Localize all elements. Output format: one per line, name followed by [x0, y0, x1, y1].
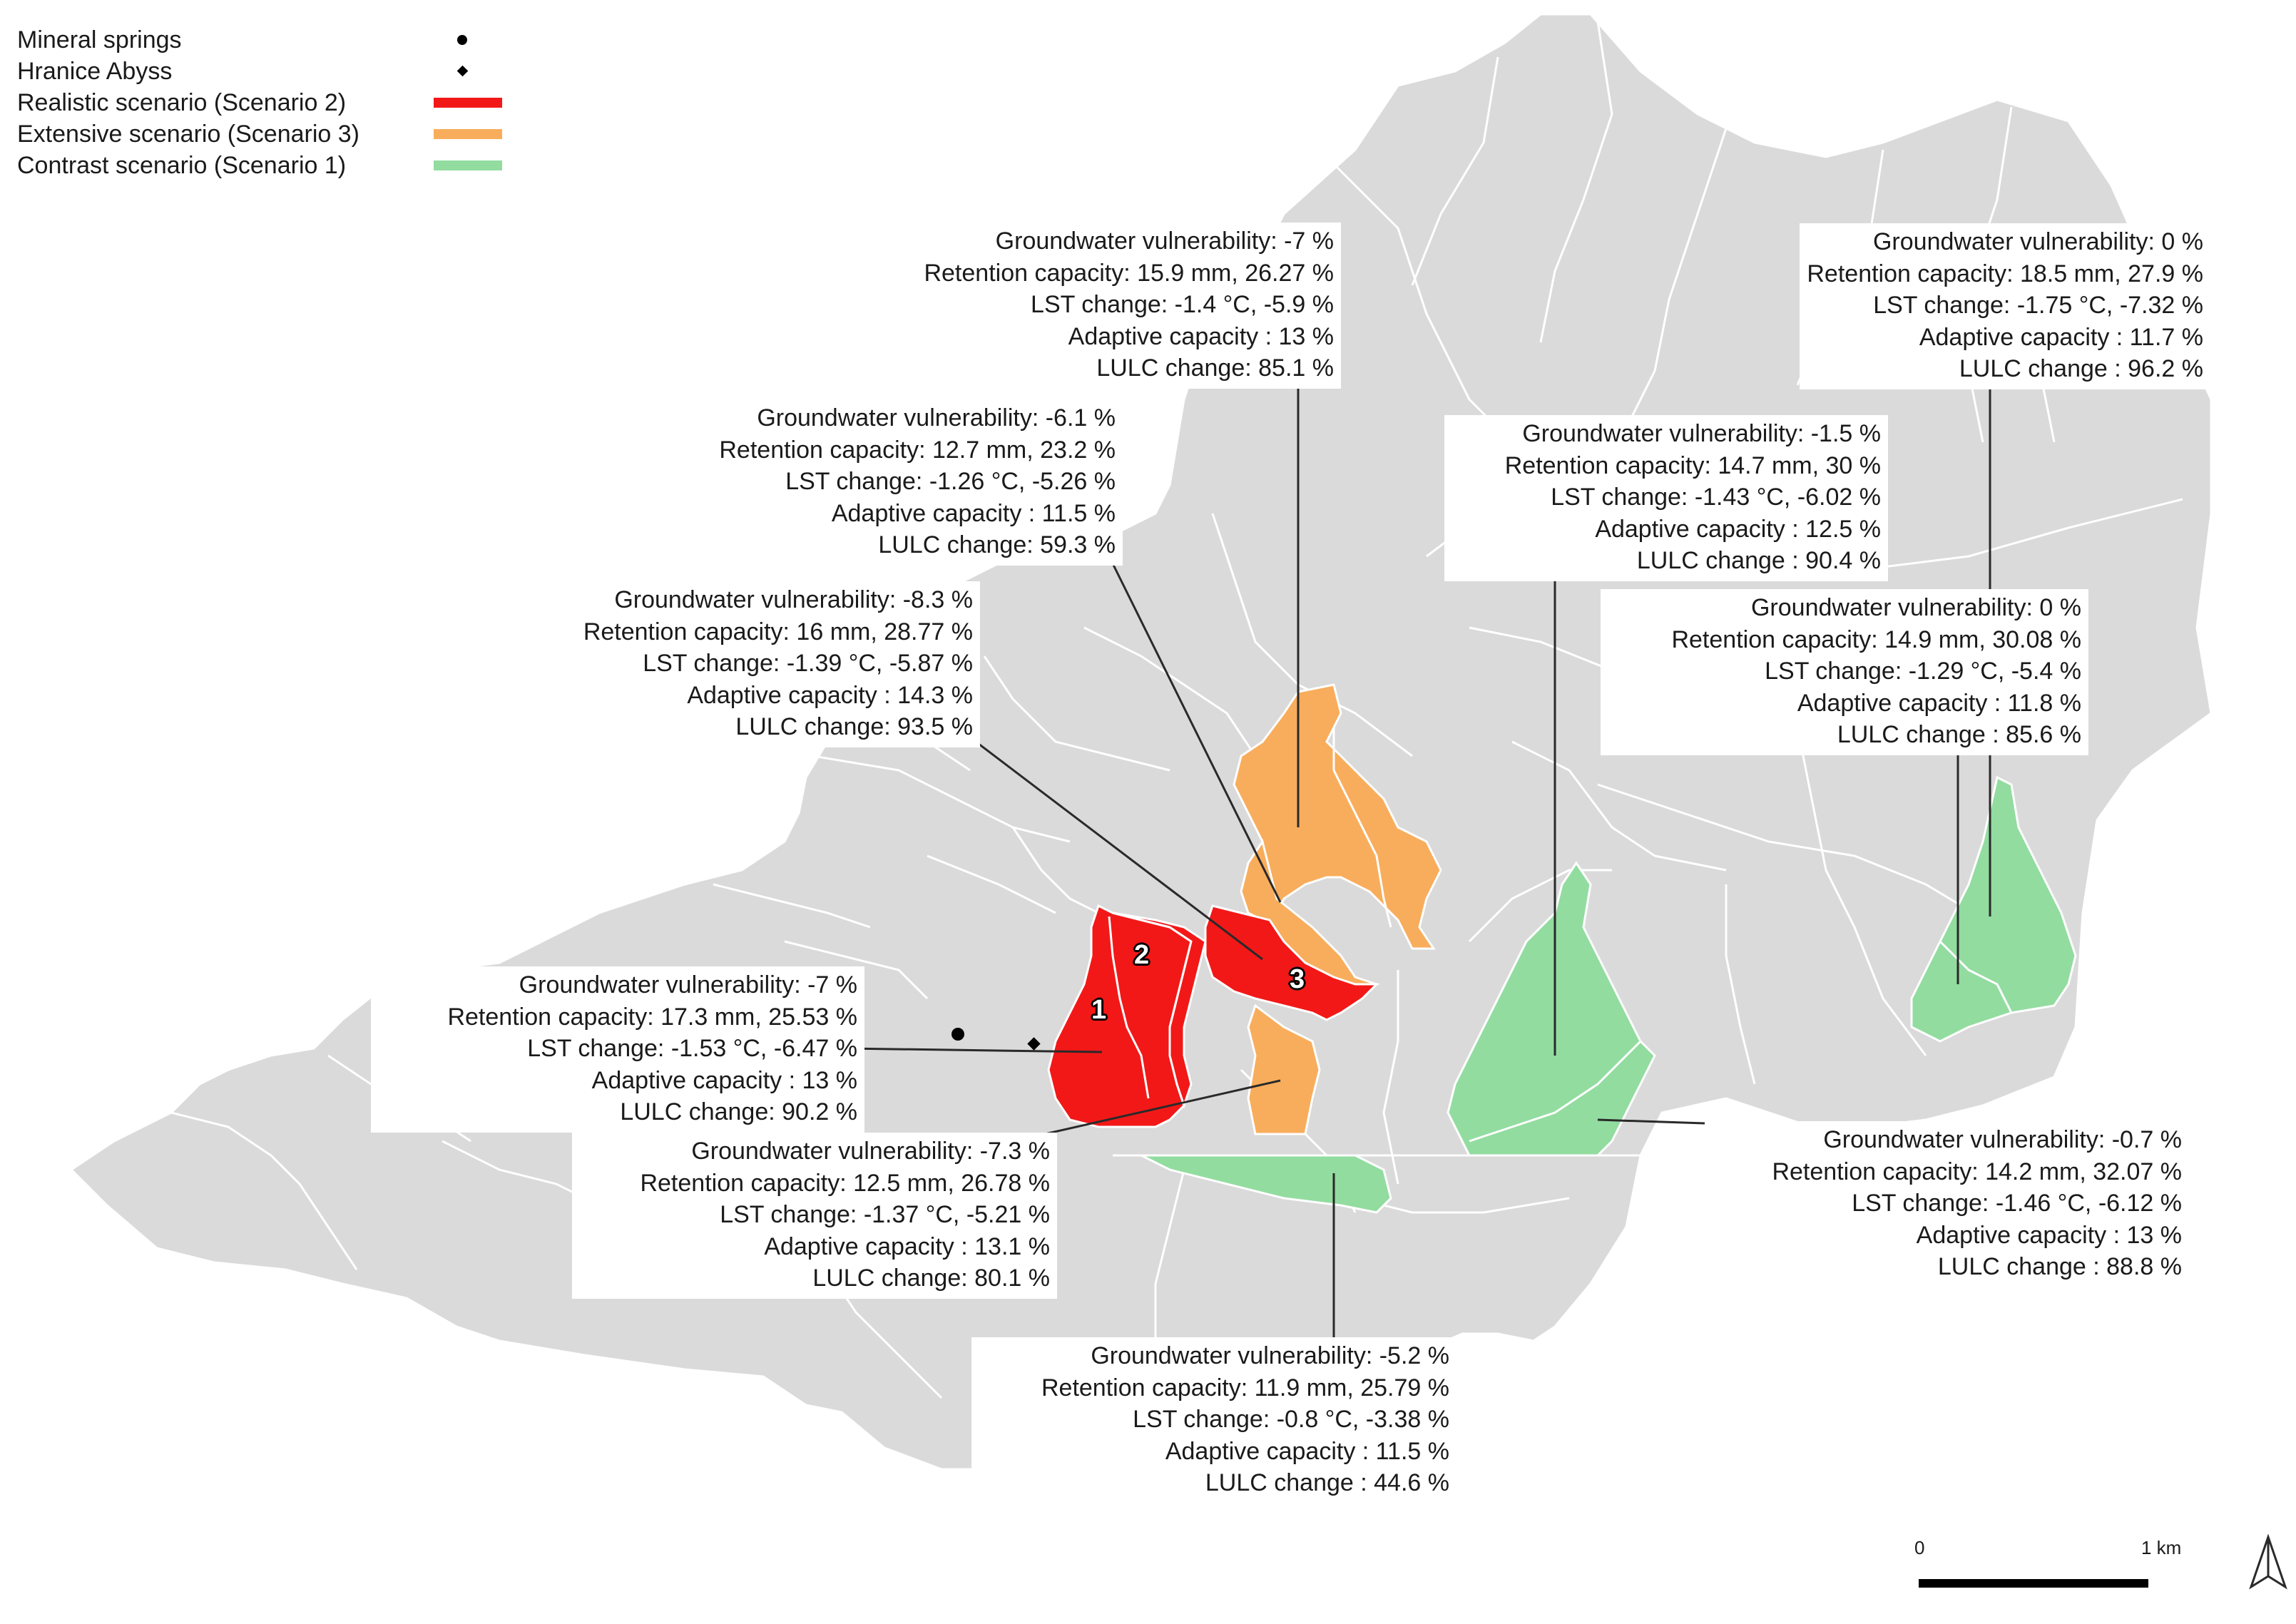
annotation-line: Groundwater vulnerability: -7.3 %: [691, 1138, 1050, 1165]
annotation-line: LST change: -1.43 °C, -6.02 %: [1551, 484, 1881, 511]
annotation-line: Adaptive capacity : 11.5 %: [1165, 1437, 1449, 1465]
legend-label: Hranice Abyss: [17, 58, 173, 85]
annotation-line: Adaptive capacity : 12.5 %: [1595, 515, 1881, 543]
area-label-1: 1: [1091, 995, 1107, 1025]
annotation-line: Retention capacity: 14.9 mm, 30.08 %: [1671, 625, 2081, 653]
annotation-lower-right: Groundwater vulnerability: -0.7 % Retent…: [1765, 1121, 2189, 1287]
contrast-scenario-areas: [1141, 775, 2077, 1214]
annotation-line: LULC change : 44.6 %: [1205, 1469, 1449, 1496]
scale-start-label: 0: [1914, 1537, 1925, 1558]
legend: Mineral springs Hranice Abyss Realistic …: [17, 24, 531, 181]
north-arrow-icon: [2249, 1533, 2287, 1590]
annotation-line: Adaptive capacity : 14.3 %: [687, 681, 973, 709]
annotation-line: Retention capacity: 16 mm, 28.77 %: [583, 618, 973, 645]
annotation-top-right: Groundwater vulnerability: 0 % Retention…: [1800, 223, 2210, 389]
annotation-line: LST change: -1.4 °C, -5.9 %: [1031, 291, 1334, 318]
extensive-scenario-areas: [1233, 683, 1442, 1135]
annotation-line: LULC change : 85.6 %: [1837, 721, 2081, 748]
annotation-line: LULC change : 90.4 %: [1636, 547, 1881, 574]
realistic-scenario-areas: [1047, 904, 1379, 1128]
annotation-line: Groundwater vulnerability: -6.1 %: [757, 404, 1116, 431]
annotation-lower-left: Groundwater vulnerability: -7 % Retentio…: [371, 966, 864, 1133]
annotation-line: Retention capacity: 18.5 mm, 27.9 %: [1807, 260, 2203, 287]
annotation-line: LULC change: 59.3 %: [878, 531, 1116, 558]
annotation-line: Retention capacity: 12.5 mm, 26.78 %: [640, 1169, 1050, 1197]
realistic-internal-lines: [1108, 916, 1150, 1099]
annotation-line: LST change: -1.46 °C, -6.12 %: [1852, 1190, 2182, 1217]
annotation-line: Retention capacity: 15.9 mm, 26.27 %: [924, 259, 1334, 287]
annotation-line: Retention capacity: 17.3 mm, 25.53 %: [447, 1003, 857, 1031]
annotation-line: LULC change: 80.1 %: [812, 1265, 1050, 1292]
annotation-bottom-center: Groundwater vulnerability: -5.2 % Retent…: [971, 1337, 1456, 1503]
hranice-abyss-marker: [1027, 1037, 1041, 1051]
annotation-bottom-left: Groundwater vulnerability: -7.3 % Retent…: [572, 1133, 1057, 1299]
legend-label: Mineral springs: [17, 26, 182, 53]
annotation-line: LST change: -1.39 °C, -5.87 %: [643, 650, 973, 677]
annotation-line: Adaptive capacity : 13 %: [591, 1066, 857, 1094]
legend-label: Realistic scenario (Scenario 2): [17, 89, 347, 116]
annotation-line: Adaptive capacity : 11.7 %: [1919, 323, 2203, 351]
annotation-line: Groundwater vulnerability: -7 %: [995, 228, 1334, 255]
legend-row-realistic: Realistic scenario (Scenario 2): [17, 87, 531, 118]
realistic-swatch: [434, 98, 502, 108]
extensive-internal-lines: [1332, 727, 1392, 928]
annotation-center-right: Groundwater vulnerability: -1.5 % Retent…: [1444, 415, 1888, 581]
legend-row-mineral-springs: Mineral springs: [17, 24, 531, 56]
annotation-middle-left: Groundwater vulnerability: -8.3 % Retent…: [576, 581, 980, 747]
annotation-line: Adaptive capacity : 13 %: [1068, 322, 1334, 350]
annotation-mid-right: Groundwater vulnerability: 0 % Retention…: [1601, 589, 2088, 755]
annotation-line: Retention capacity: 12.7 mm, 23.2 %: [719, 436, 1116, 464]
annotation-line: Retention capacity: 14.7 mm, 30 %: [1504, 451, 1881, 479]
annotation-line: Adaptive capacity : 13.1 %: [764, 1232, 1050, 1260]
annotation-line: LST change: -0.8 °C, -3.38 %: [1133, 1406, 1449, 1433]
area-label-2: 2: [1134, 940, 1150, 970]
annotation-line: LST change: -1.26 °C, -5.26 %: [785, 468, 1116, 495]
hranice-abyss-legend-icon: [456, 65, 469, 77]
annotation-line: Groundwater vulnerability: 0 %: [1750, 594, 2081, 621]
annotation-top-center: Groundwater vulnerability: -7 % Retentio…: [917, 223, 1341, 389]
leader-lines: [845, 378, 1991, 1344]
annotation-line: Adaptive capacity : 11.5 %: [831, 499, 1116, 527]
annotation-line: Adaptive capacity : 13 %: [1916, 1221, 2182, 1249]
contrast-internal-lines: [1469, 940, 2013, 1143]
legend-row-hranice-abyss: Hranice Abyss: [17, 56, 531, 87]
legend-label: Extensive scenario (Scenario 3): [17, 121, 360, 148]
annotation-line: LULC change: 85.1 %: [1096, 354, 1334, 382]
annotation-line: LST change: -1.29 °C, -5.4 %: [1765, 658, 2081, 685]
legend-label: Contrast scenario (Scenario 1): [17, 152, 347, 179]
mineral-spring-legend-icon: [457, 35, 467, 45]
area-label-3: 3: [1290, 964, 1305, 994]
annotation-line: LULC change : 96.2 %: [1959, 355, 2203, 382]
annotation-line: Adaptive capacity : 11.8 %: [1797, 689, 2081, 717]
scale-bar: [1919, 1579, 2148, 1588]
annotation-line: Groundwater vulnerability: -1.5 %: [1522, 420, 1881, 447]
annotation-line: Groundwater vulnerability: 0 %: [1872, 228, 2203, 255]
extensive-swatch: [434, 129, 502, 139]
contrast-swatch: [434, 160, 502, 170]
annotation-line: LST change: -1.37 °C, -5.21 %: [720, 1201, 1050, 1228]
scale-end-label: 1 km: [2141, 1537, 2182, 1558]
mineral-spring-marker: [951, 1028, 964, 1041]
annotation-line: LULC change: 93.5 %: [735, 713, 973, 740]
annotation-line: Retention capacity: 14.2 mm, 32.07 %: [1772, 1158, 2182, 1185]
annotation-line: LULC change: 90.2 %: [620, 1098, 857, 1125]
annotation-line: LST change: -1.53 °C, -6.47 %: [527, 1035, 857, 1062]
legend-row-contrast: Contrast scenario (Scenario 1): [17, 150, 531, 181]
annotation-line: Groundwater vulnerability: -0.7 %: [1823, 1126, 2182, 1153]
annotation-line: Groundwater vulnerability: -8.3 %: [614, 586, 973, 613]
legend-row-extensive: Extensive scenario (Scenario 3): [17, 118, 531, 150]
annotation-line: Retention capacity: 11.9 mm, 25.79 %: [1041, 1374, 1449, 1401]
annotation-line: LULC change : 88.8 %: [1937, 1253, 2182, 1280]
annotation-line: Groundwater vulnerability: -5.2 %: [1091, 1342, 1449, 1369]
annotation-upper-left: Groundwater vulnerability: -6.1 % Retent…: [712, 399, 1123, 566]
annotation-line: LST change: -1.75 °C, -7.32 %: [1873, 292, 2203, 319]
annotation-line: Groundwater vulnerability: -7 %: [519, 971, 857, 999]
